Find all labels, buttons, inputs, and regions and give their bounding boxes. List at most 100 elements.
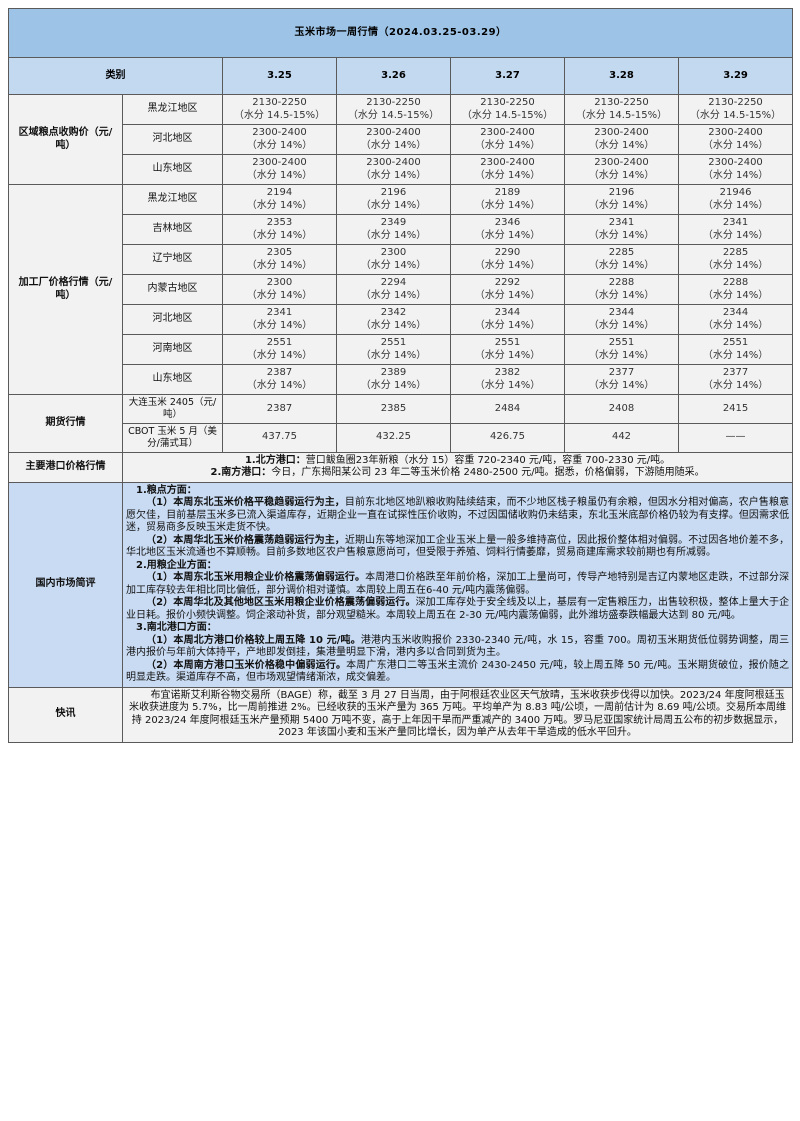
- price-cell: 2300-2400 （水分 14%）: [564, 154, 679, 185]
- price-cell: 2300-2400 （水分 14%）: [336, 154, 451, 185]
- price-cell: 2346 （水分 14%）: [450, 214, 565, 245]
- table-body: 玉米市场一周行情（2024.03.25-03.29） 类别 3.25 3.26 …: [7, 8, 794, 743]
- row-label: 辽宁地区: [122, 244, 223, 275]
- row-label: CBOT 玉米 5 月（美分/蒲式耳）: [122, 422, 223, 453]
- commentary-paragraph: 3.南北港口方面：: [136, 622, 217, 633]
- section-label-futures: 期货行情: [8, 394, 123, 453]
- row-label: 吉林地区: [122, 214, 223, 245]
- price-cell: 2387: [222, 394, 337, 424]
- commentary-paragraph: （1）本周东北玉米用粮企业价格震荡偏弱运行。本周港口价格跌至年前价格，深加工上量…: [126, 572, 790, 596]
- ports-content: 1.北方港口：营口鲅鱼圈23年新粮（水分 15）容重 720-2340 元/吨，…: [121, 451, 794, 483]
- port-line-head: 2.南方港口：: [210, 467, 272, 478]
- row-label: 河南地区: [122, 334, 223, 365]
- price-cell: 2341 （水分 14%）: [222, 304, 337, 335]
- row-label: 河北地区: [122, 304, 223, 335]
- price-cell: 2196 （水分 14%）: [564, 184, 679, 215]
- price-cell: 2382 （水分 14%）: [450, 364, 565, 395]
- price-cell: 2300-2400 （水分 14%）: [222, 124, 337, 155]
- price-cell: 2189 （水分 14%）: [450, 184, 565, 215]
- price-cell: 2389 （水分 14%）: [336, 364, 451, 395]
- port-line-text: 营口鲅鱼圈23年新粮（水分 15）容重 720-2340 元/吨，容重 700-…: [305, 454, 671, 466]
- price-cell: 2194 （水分 14%）: [222, 184, 337, 215]
- price-cell: 2300-2400 （水分 14%）: [336, 124, 451, 155]
- price-cell: 2130-2250 （水分 14.5-15%）: [564, 94, 679, 125]
- price-cell: 2408: [564, 394, 679, 424]
- price-cell: 2294 （水分 14%）: [336, 274, 451, 305]
- price-cell: 2305 （水分 14%）: [222, 244, 337, 275]
- price-cell: 2551 （水分 14%）: [450, 334, 565, 365]
- port-line: 2.南方港口：今日，广东揭阳某公司 23 年二等玉米价格 2480-2500 元…: [126, 467, 789, 480]
- price-cell: ——: [677, 422, 794, 453]
- port-line: 1.北方港口：营口鲅鱼圈23年新粮（水分 15）容重 720-2340 元/吨，…: [126, 455, 789, 468]
- row-label: 内蒙古地区: [122, 274, 223, 305]
- price-cell: 2290 （水分 14%）: [450, 244, 565, 275]
- price-cell: 2344 （水分 14%）: [450, 304, 565, 335]
- price-cell: 2300 （水分 14%）: [222, 274, 337, 305]
- table-row: 山东地区 2387 （水分 14%） 2389 （水分 14%） 2382 （水分 1…: [9, 364, 794, 395]
- price-cell: 2300-2400 （水分 14%）: [222, 154, 337, 185]
- price-cell: 2130-2250 （水分 14.5-15%）: [336, 94, 451, 125]
- table-row: 山东地区 2300-2400 （水分 14%） 2300-2400 （水分 14%）…: [9, 154, 794, 185]
- table-row: 期货行情 大连玉米 2405（元/吨） 2387 2385 2484 2408 …: [8, 394, 794, 453]
- news-text: 布宜诺斯艾利斯谷物交易所（BAGE）称，截至 3 月 27 日当周，由于阿根廷农…: [129, 689, 787, 739]
- price-cell: 432.25: [336, 422, 451, 453]
- price-cell: 2130-2250 （水分 14.5-15%）: [677, 94, 794, 125]
- price-cell: 2300-2400 （水分 14%）: [564, 124, 679, 155]
- price-cell: 2551 （水分 14%）: [564, 334, 679, 365]
- date-header-1: 3.26: [336, 57, 451, 95]
- port-line-text: 今日，广东揭阳某公司 23 年二等玉米价格 2480-2500 元/吨。据悉，价…: [271, 467, 705, 478]
- price-cell: 2300-2400 （水分 14%）: [677, 124, 794, 155]
- section-label-commentary: 国内市场简评: [8, 481, 123, 688]
- price-cell: 2344 （水分 14%）: [564, 304, 679, 335]
- price-cell: 2288 （水分 14%）: [564, 274, 679, 305]
- date-header-3: 3.28: [564, 57, 679, 95]
- table-row: 河北地区 2341 （水分 14%） 2342 （水分 14%） 2344 （水分 1…: [9, 304, 794, 335]
- price-cell: 2341 （水分 14%）: [677, 214, 794, 245]
- commentary-paragraph: （2）本周华北及其他地区玉米用粮企业价格震荡偏弱运行。深加工库存处于安全线及以上…: [126, 597, 790, 621]
- commentary-paragraph: （2）本周华北玉米价格震荡趋弱运行为主，近期山东等地深加工企业玉米上量一般多维持…: [126, 534, 790, 559]
- commentary-content: 1.粮点方面： （1）本周东北玉米价格平稳趋弱运行为主，目前东北地区地趴粮收购陆…: [121, 481, 794, 688]
- table-row: CBOT 玉米 5 月（美分/蒲式耳） 437.75 432.25 426.75…: [9, 422, 794, 453]
- commentary-paragraph: （2）本周南方港口玉米价格稳中偏弱运行。本周广东港口二等玉米主流价 2430-2…: [126, 659, 790, 684]
- row-label: 黑龙江地区: [122, 184, 223, 215]
- date-header-row: 类别 3.25 3.26 3.27 3.28 3.29: [8, 57, 794, 95]
- row-label: 山东地区: [122, 154, 223, 185]
- table-row: 加工厂价格行情（元/吨） 黑龙江地区 2194 （水分 14%） 2196 （水分 …: [8, 184, 794, 395]
- section-label-region-purchase: 区域粮点收购价（元/吨）: [8, 94, 123, 185]
- price-cell: 2344 （水分 14%）: [677, 304, 794, 335]
- table-row: 河南地区 2551 （水分 14%） 2551 （水分 14%） 2551 （水分 1…: [9, 334, 794, 365]
- price-cell: 2342 （水分 14%）: [336, 304, 451, 335]
- price-cell: 2130-2250 （水分 14.5-15%）: [450, 94, 565, 125]
- price-cell: 2288 （水分 14%）: [677, 274, 794, 305]
- price-cell: 2385: [336, 394, 451, 424]
- price-cell: 2551 （水分 14%）: [677, 334, 794, 365]
- price-cell: 2300-2400 （水分 14%）: [450, 154, 565, 185]
- price-cell: 442: [564, 422, 679, 453]
- page-title: 玉米市场一周行情（2024.03.25-03.29）: [7, 8, 794, 58]
- row-label: 山东地区: [122, 364, 223, 395]
- title-row: 玉米市场一周行情（2024.03.25-03.29）: [7, 8, 794, 58]
- corn-market-weekly-table: 玉米市场一周行情（2024.03.25-03.29） 类别 3.25 3.26 …: [7, 8, 794, 743]
- price-cell: 2377 （水分 14%）: [564, 364, 679, 395]
- table-row: 主要港口价格行情 1.北方港口：营口鲅鱼圈23年新粮（水分 15）容重 720-…: [8, 451, 794, 483]
- price-cell: 2341 （水分 14%）: [564, 214, 679, 245]
- commentary-paragraph: （1）本周北方港口价格较上周五降 10 元/吨。港港内玉米收购报价 2330-2…: [126, 634, 790, 659]
- row-label: 河北地区: [122, 124, 223, 155]
- price-cell: 2415: [677, 394, 794, 424]
- commentary-paragraph: （1）本周东北玉米价格平稳趋弱运行为主，目前东北地区地趴粮收购陆续结束，而不少地…: [126, 497, 790, 533]
- price-cell: 2300-2400 （水分 14%）: [677, 154, 794, 185]
- price-cell: 2196 （水分 14%）: [336, 184, 451, 215]
- price-cell: 21946 （水分 14%）: [677, 184, 794, 215]
- table-row: 区域粮点收购价（元/吨） 黑龙江地区 2130-2250 （水分 14.5-15%…: [8, 94, 794, 185]
- category-header: 类别: [8, 57, 223, 95]
- price-cell: 2551 （水分 14%）: [222, 334, 337, 365]
- price-cell: 437.75: [222, 422, 337, 453]
- price-cell: 2377 （水分 14%）: [677, 364, 794, 395]
- date-header-2: 3.27: [450, 57, 565, 95]
- table-row: 国内市场简评 1.粮点方面： （1）本周东北玉米价格平稳趋弱运行为主，目前东北地…: [8, 481, 794, 688]
- commentary-paragraph: 1.粮点方面：: [136, 484, 197, 496]
- port-line-head: 1.北方港口：: [244, 454, 306, 466]
- table-row: 吉林地区 2353 （水分 14%） 2349 （水分 14%） 2346 （水分 1…: [9, 214, 794, 245]
- price-cell: 2349 （水分 14%）: [336, 214, 451, 245]
